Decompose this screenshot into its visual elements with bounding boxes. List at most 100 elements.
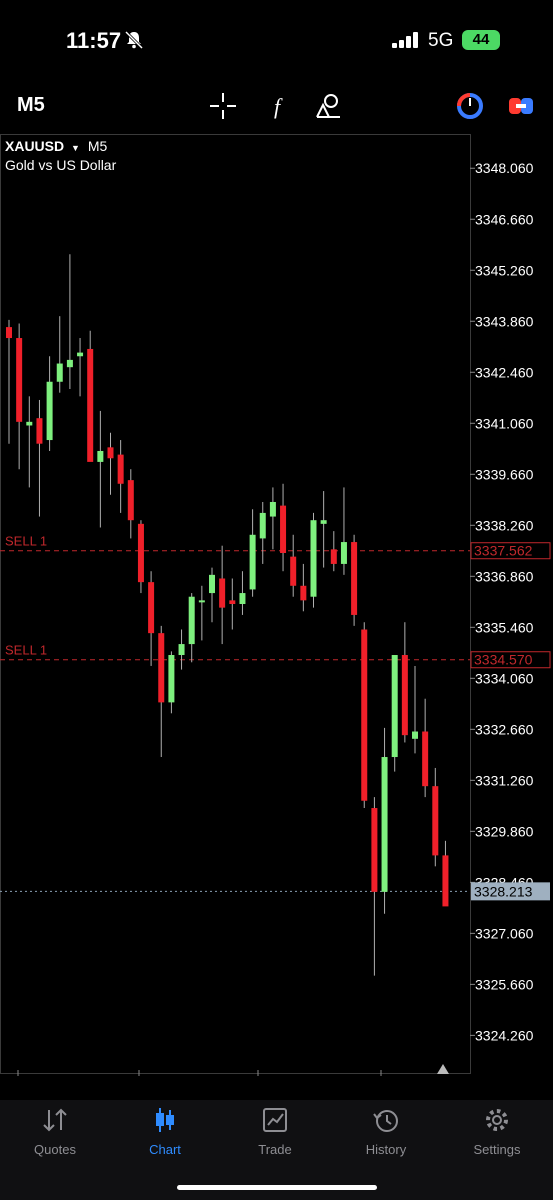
- candle-body: [209, 574, 215, 594]
- price-tick-label: 3329.860: [475, 823, 534, 839]
- candle-body: [16, 338, 23, 422]
- order-price-box: [470, 651, 551, 669]
- tab-quotes[interactable]: Quotes: [0, 1104, 110, 1164]
- time-tick-label: 22 May 04:55: [262, 1073, 347, 1076]
- battery-icon: 44: [462, 30, 500, 50]
- price-tick-label: 3332.660: [475, 721, 534, 737]
- candle-body: [442, 855, 449, 907]
- price-tick-label: 3335.460: [475, 619, 534, 635]
- current-price-label: 3328.213: [474, 883, 533, 899]
- candle-body: [87, 348, 94, 462]
- tab-history[interactable]: History: [331, 1104, 441, 1164]
- candle-body: [137, 523, 144, 583]
- order-price-label: 3337.562: [474, 543, 533, 559]
- price-tick-label: 3345.260: [475, 262, 534, 278]
- history-clock-icon: [373, 1110, 398, 1132]
- price-tick-label: 3346.660: [475, 211, 534, 227]
- candle-body: [66, 359, 73, 368]
- order-label: SELL 1: [5, 534, 47, 549]
- symbol-dropdown-icon[interactable]: ▼: [71, 143, 80, 153]
- price-tick-label: 3325.660: [475, 976, 534, 992]
- status-time: 11:57: [66, 28, 122, 53]
- candle-body: [391, 655, 398, 758]
- candle-body: [198, 600, 205, 603]
- candle-body: [280, 505, 287, 553]
- timeframe-button[interactable]: M5: [17, 94, 45, 116]
- symbol-timeframe: M5: [87, 138, 108, 154]
- candle-body: [127, 480, 134, 521]
- price-tick-label: 3338.260: [475, 517, 534, 533]
- candle-body: [168, 655, 175, 703]
- candle-body: [158, 633, 165, 703]
- candle-body: [97, 450, 104, 462]
- candle-body: [56, 363, 63, 382]
- time-tick-label: 22 May 05:55: [385, 1073, 470, 1076]
- price-tick-label: 3336.860: [475, 568, 534, 584]
- candle-body: [249, 534, 256, 590]
- candle-body: [269, 501, 276, 517]
- price-tick-label: 3324.260: [475, 1027, 534, 1043]
- tab-label: History: [365, 1142, 407, 1157]
- candle-body: [300, 585, 307, 601]
- candle-body: [178, 644, 185, 656]
- candle-body: [36, 418, 43, 444]
- candle-body: [148, 582, 155, 634]
- candle-body: [422, 731, 429, 787]
- candle-body: [432, 786, 439, 856]
- candle-body: [340, 542, 347, 564]
- candle-body: [401, 655, 408, 736]
- trade-panel-icon[interactable]: [505, 90, 537, 122]
- candle-body: [6, 327, 12, 339]
- order-price-box: [470, 542, 551, 560]
- indicators-icon[interactable]: f: [261, 90, 293, 122]
- time-tick-label: 22 May 02:55: [22, 1073, 107, 1076]
- price-tick-label: 3341.060: [475, 415, 534, 431]
- price-tick-label: 3348.060: [475, 160, 534, 176]
- candle-body: [77, 352, 84, 357]
- candle-body: [361, 629, 368, 801]
- chart-shift-marker: [437, 1064, 449, 1074]
- chart-symbol: XAUUSD ▼ M5: [5, 138, 107, 154]
- candle-body: [310, 520, 317, 597]
- tab-trade[interactable]: Trade: [220, 1104, 330, 1164]
- order-price-label: 3334.570: [474, 652, 533, 668]
- candle-body: [107, 447, 114, 459]
- candle-body: [46, 381, 53, 441]
- symbol-description: Gold vs US Dollar: [5, 157, 117, 173]
- trade-chart-icon: [263, 1108, 287, 1132]
- candle-body: [381, 757, 388, 892]
- gear-icon: [486, 1109, 508, 1131]
- objects-icon[interactable]: [312, 90, 344, 122]
- current-price-box: [471, 882, 550, 901]
- price-tick-label: 3339.660: [475, 466, 534, 482]
- symbol-name: XAUUSD: [5, 138, 65, 154]
- candle-body: [26, 421, 33, 426]
- tab-label: Chart: [149, 1142, 181, 1157]
- network-type: 5G: [428, 30, 454, 51]
- candle-body: [351, 542, 358, 615]
- candle-body: [239, 593, 246, 604]
- tab-settings[interactable]: Settings: [442, 1104, 552, 1164]
- status-bar: 11:57 5G 44: [0, 0, 553, 80]
- order-label: SELL 1: [5, 643, 47, 658]
- candle-body: [229, 600, 236, 604]
- candle-body: [188, 596, 195, 645]
- quotes-arrows-icon: [43, 1108, 67, 1132]
- home-indicator: [177, 1185, 377, 1190]
- price-tick-label: 3334.060: [475, 670, 534, 686]
- chart-frame: [0, 134, 471, 1074]
- price-tick-label: 3331.260: [475, 772, 534, 788]
- chart-toolbar: M5 f: [0, 84, 553, 128]
- price-tick-label: 3343.860: [475, 313, 534, 329]
- bell-muted-icon: [124, 30, 144, 50]
- svg-text:f: f: [274, 94, 283, 119]
- candle-body: [412, 731, 418, 739]
- price-tick-label: 3327.060: [475, 925, 534, 941]
- tab-chart[interactable]: Chart: [110, 1104, 220, 1164]
- battery-level: 44: [472, 31, 490, 48]
- signal-bars-icon: [392, 32, 418, 48]
- crosshair-icon[interactable]: [207, 90, 239, 122]
- price-tick-label: 3342.460: [475, 364, 534, 380]
- one-click-trading-icon[interactable]: [454, 90, 486, 122]
- price-chart[interactable]: 3348.060 3346.660 3345.260 3343.860 3342.460…: [0, 134, 553, 1076]
